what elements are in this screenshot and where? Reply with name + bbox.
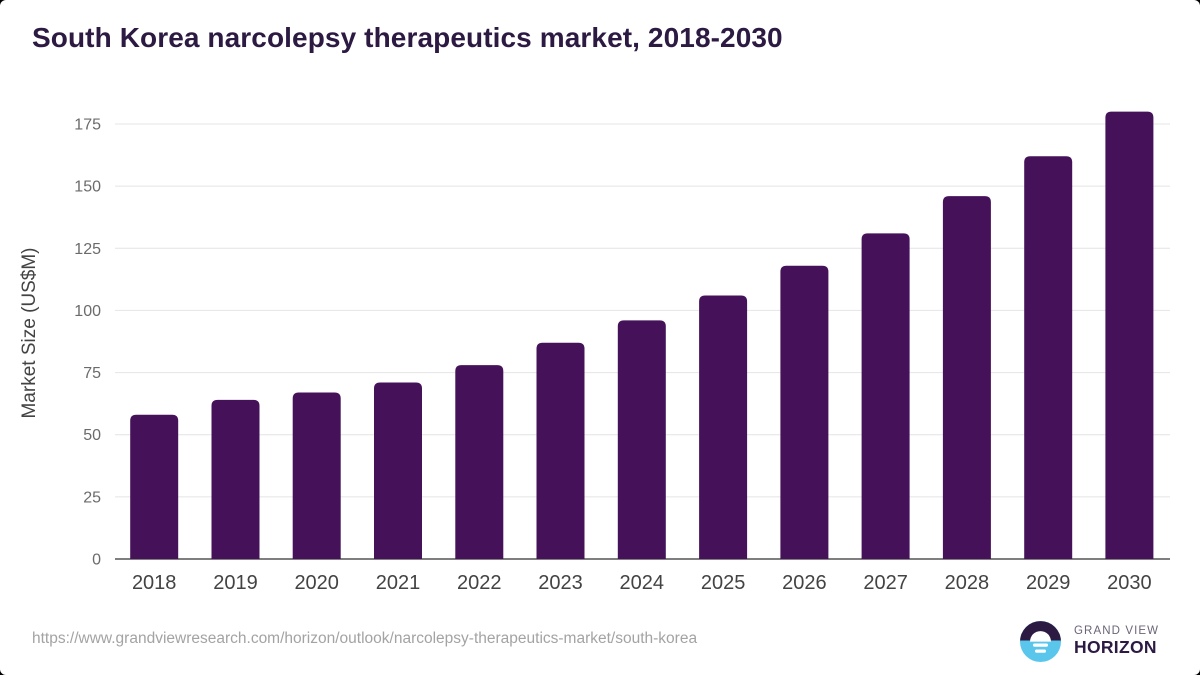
svg-text:2021: 2021: [376, 572, 421, 594]
svg-text:2027: 2027: [863, 572, 908, 594]
svg-text:2019: 2019: [213, 572, 258, 594]
svg-text:2025: 2025: [701, 572, 746, 594]
svg-text:2024: 2024: [620, 572, 665, 594]
svg-text:2018: 2018: [132, 572, 177, 594]
svg-text:2020: 2020: [294, 572, 339, 594]
svg-text:2030: 2030: [1107, 572, 1152, 594]
svg-text:2028: 2028: [945, 572, 990, 594]
svg-text:25: 25: [83, 489, 101, 506]
svg-text:2029: 2029: [1026, 572, 1071, 594]
svg-text:75: 75: [83, 365, 101, 382]
svg-text:50: 50: [83, 427, 101, 444]
svg-text:175: 175: [74, 117, 101, 134]
svg-text:150: 150: [74, 179, 101, 196]
svg-text:125: 125: [74, 241, 101, 258]
svg-text:0: 0: [92, 552, 101, 569]
svg-text:2023: 2023: [538, 572, 583, 594]
svg-text:2026: 2026: [782, 572, 827, 594]
svg-text:2022: 2022: [457, 572, 502, 594]
svg-text:100: 100: [74, 303, 101, 320]
